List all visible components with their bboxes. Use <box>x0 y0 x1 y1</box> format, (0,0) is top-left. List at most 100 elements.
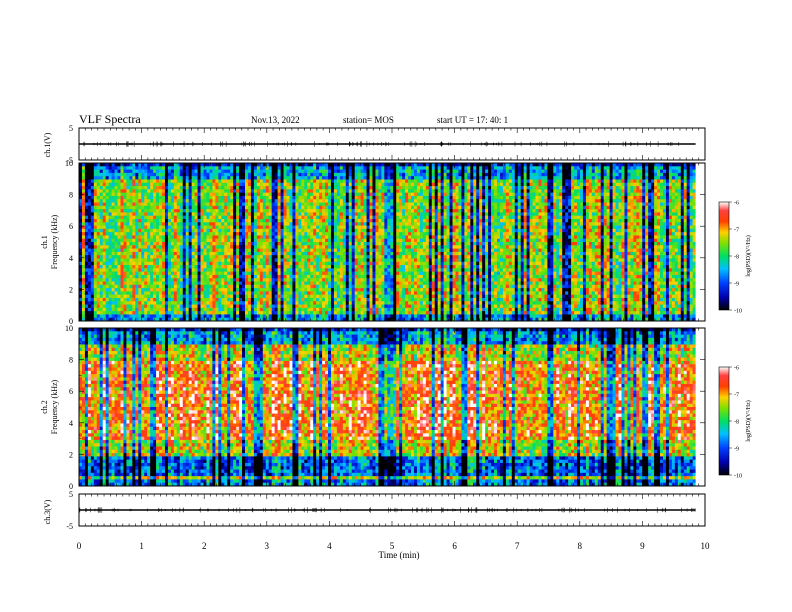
spectrogram-cell <box>209 258 213 263</box>
spectrogram-cell <box>159 301 163 305</box>
spectrogram-cell <box>87 314 92 319</box>
spectrogram-cell <box>363 245 367 249</box>
spectrogram-cell <box>99 301 104 305</box>
spectrogram-cell <box>108 304 112 309</box>
spectrogram-cell <box>117 186 121 190</box>
spectrogram-cell <box>366 307 370 312</box>
spectrogram-cell <box>197 268 201 273</box>
spectrogram-cell <box>283 202 287 207</box>
spectrogram-cell <box>182 251 187 256</box>
spectrogram-cell <box>360 192 364 197</box>
spectrogram-cell <box>277 192 281 197</box>
spectrogram-cell <box>236 311 240 315</box>
spectrogram-cell <box>313 166 317 170</box>
spectrogram-cell <box>132 242 136 246</box>
spectrogram-cell <box>120 284 124 289</box>
spectrogram-cell <box>176 218 181 223</box>
spectrogram-cell <box>230 258 234 263</box>
spectrogram-cell <box>230 202 234 207</box>
spectrogram-cell <box>170 228 175 233</box>
spectrogram-cell <box>250 166 255 170</box>
spectrogram-cell <box>328 307 332 312</box>
spectrogram-cell <box>274 317 279 322</box>
spectrogram-cell <box>129 314 133 319</box>
spectrogram-cell <box>120 255 124 259</box>
spectrogram-cell <box>280 189 284 194</box>
spectrogram-cell <box>167 222 172 226</box>
spectrogram-cell <box>215 228 219 233</box>
spectrogram-cell <box>170 218 175 223</box>
spectrogram-cell <box>111 225 115 230</box>
spectrogram-cell <box>242 274 246 279</box>
spectrogram-cell <box>328 182 332 187</box>
spectrogram-cell <box>298 288 302 292</box>
spectrogram-cell <box>176 265 181 269</box>
spectrogram-cell <box>295 314 299 319</box>
spectrogram-cell <box>120 251 124 256</box>
spectrogram-cell <box>224 265 228 269</box>
spectrogram-cell <box>221 202 225 207</box>
spectrogram-cell <box>236 186 240 190</box>
spectrogram-cell <box>366 202 370 207</box>
spectrogram-cell <box>111 186 115 190</box>
spectrogram-cell <box>253 294 258 299</box>
spectrogram-cell <box>182 261 187 266</box>
spectrogram-cell <box>256 281 261 286</box>
spectrogram-cell <box>209 245 213 249</box>
spectrogram-cell <box>304 205 308 210</box>
spectrogram-cell <box>132 215 136 220</box>
spectrogram-cell <box>164 186 169 190</box>
spectrogram-cell <box>295 274 299 279</box>
spectrogram-cell <box>307 314 311 319</box>
spectrogram-cell <box>191 268 196 273</box>
spectrogram-cell <box>342 281 347 286</box>
spectrogram-cell <box>277 261 281 266</box>
spectrogram-cell <box>150 218 154 223</box>
spectrogram-cell <box>292 288 296 292</box>
spectrogram-cell <box>253 195 258 200</box>
spectrogram-cell <box>233 222 237 226</box>
spectrogram-cell <box>381 288 385 292</box>
spectrogram-cell <box>173 245 178 249</box>
spectrogram-cell <box>153 235 157 240</box>
spectrogram-cell <box>147 284 151 289</box>
spectrogram-cell <box>298 291 302 296</box>
spectrogram-cell <box>162 307 166 312</box>
spectrogram-cell <box>286 284 290 289</box>
spectrogram-cell <box>316 199 320 203</box>
spectrogram-cell <box>197 271 201 276</box>
spectrogram-cell <box>351 307 356 312</box>
spectrogram-cell <box>354 235 359 240</box>
spectrogram-cell <box>372 228 376 233</box>
spectrogram-cell <box>182 179 187 184</box>
spectrogram-cell <box>141 281 145 286</box>
spectrogram-cell <box>176 212 181 217</box>
spectrogram-cell <box>99 242 104 246</box>
spectrogram-cell <box>283 225 287 230</box>
spectrogram-cell <box>280 242 284 246</box>
spectrogram-cell <box>292 268 296 273</box>
spectrogram-cell <box>170 245 175 249</box>
spectrogram-cell <box>191 242 196 246</box>
spectrogram-cell <box>173 182 178 187</box>
spectrogram-cell <box>242 218 246 223</box>
spectrogram-cell <box>123 274 127 279</box>
spectrogram-cell <box>351 225 356 230</box>
spectrogram-cell <box>203 255 207 259</box>
spectrogram-cell <box>230 172 234 177</box>
spectrogram-cell <box>310 195 314 200</box>
spectrogram-cell <box>265 225 270 230</box>
spectrogram-cell <box>79 317 83 322</box>
spectrogram-cell <box>105 166 110 170</box>
spectrogram-cell <box>280 258 284 263</box>
spectrogram-cell <box>90 291 95 296</box>
spectrogram-cell <box>369 258 373 263</box>
spectrogram-cell <box>348 274 353 279</box>
spectrogram-cell <box>182 255 187 259</box>
spectrogram-cell <box>212 179 216 184</box>
spectrogram-cell <box>378 218 382 223</box>
spectrogram-cell <box>215 304 219 309</box>
spectrogram-cell <box>301 301 305 305</box>
spectrogram-cell <box>81 205 86 210</box>
spectrogram-cell <box>265 284 270 289</box>
